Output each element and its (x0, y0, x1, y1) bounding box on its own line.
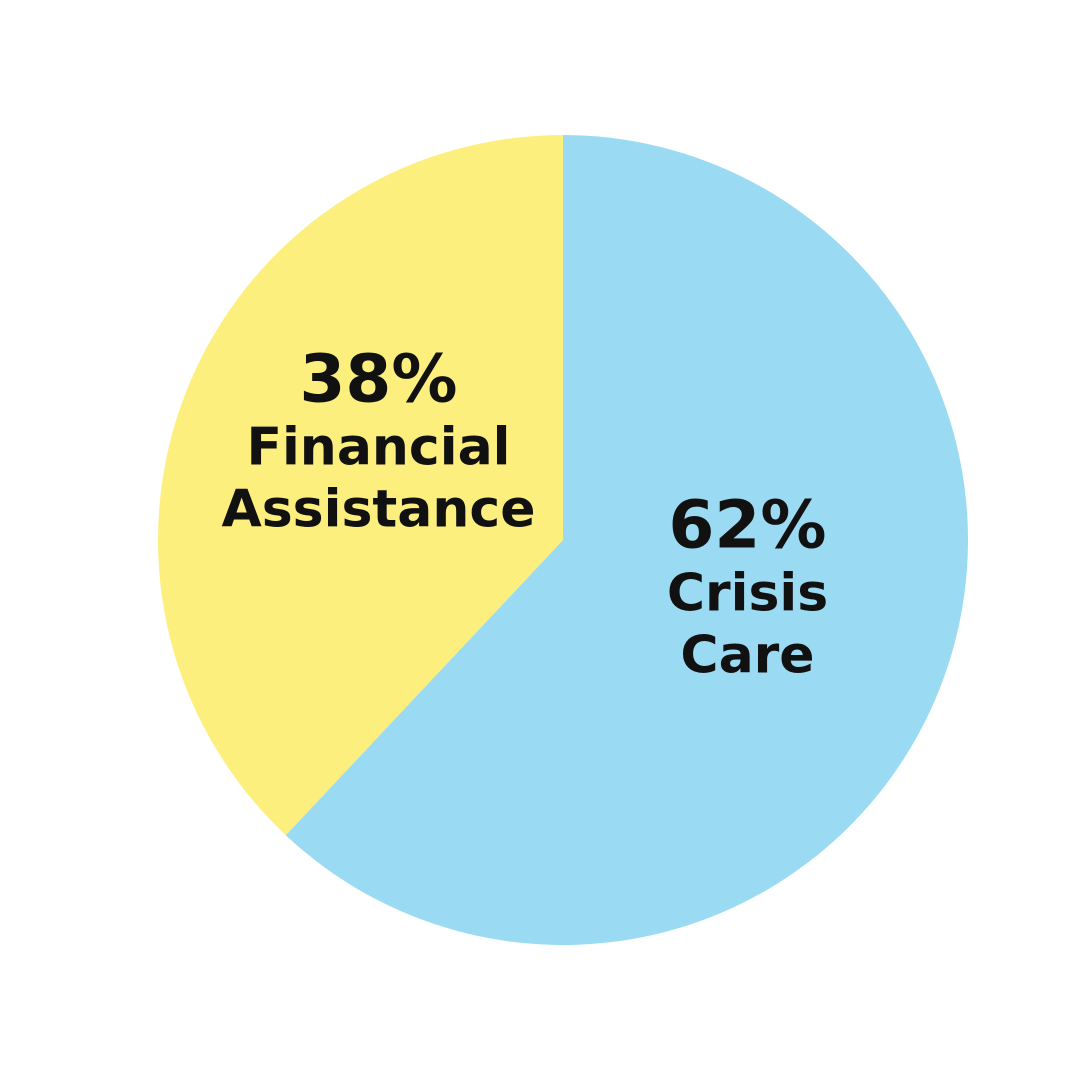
category-label: Financial Assistance (221, 416, 536, 540)
value-label: 62% (668, 486, 827, 564)
slice-label: 38% Financial Assistance (208, 343, 548, 540)
pie-slice (157, 135, 563, 836)
pie-slice (285, 135, 968, 945)
category-label: Crisis Care (666, 562, 829, 686)
slice-label: 62% Crisis Care (648, 489, 848, 686)
value-label: 38% (299, 340, 458, 418)
